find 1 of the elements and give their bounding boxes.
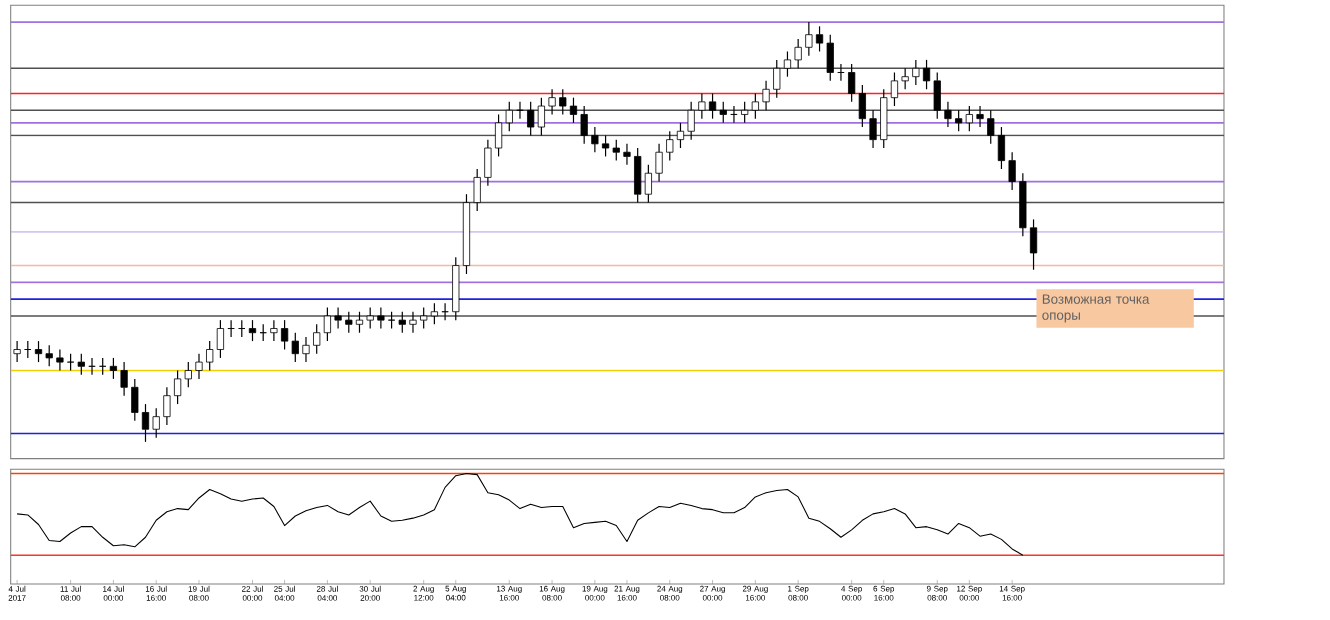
candlestick — [13, 340, 21, 363]
